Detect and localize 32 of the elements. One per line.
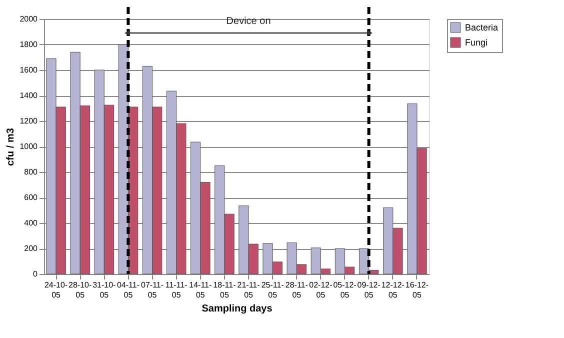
x-tick-label: 09-12-05: [357, 280, 381, 300]
x-tick-label: 02-12-05: [309, 280, 333, 300]
y-tick-label: 0: [33, 270, 38, 278]
x-tick-label: 24-10-05: [44, 280, 68, 300]
x-tick-label: 05-12-05: [333, 280, 357, 300]
y-tick-label: 800: [24, 168, 38, 176]
annotation: Device on: [226, 16, 271, 27]
x-tick-label: 31-10-05: [92, 280, 116, 300]
y-tick-label: 600: [24, 193, 38, 202]
legend-label: Bacteria: [465, 22, 498, 32]
y-tick-label: 1400: [20, 91, 38, 100]
y-axis-title: cfu / m3: [6, 128, 17, 166]
x-tick-label: 25-11-05: [261, 280, 284, 300]
x-tick-label: 14-11-05: [189, 280, 212, 300]
x-tick-label: 04-11-05: [116, 280, 140, 300]
x-tick-label: 28-11-05: [285, 280, 308, 300]
x-axis-title: Sampling days: [202, 304, 273, 314]
y-tick-label: 400: [24, 218, 38, 228]
y-tick-label: 200: [24, 244, 38, 253]
legend-label: Fungi: [465, 38, 488, 48]
x-tick-label: 21-11-05: [237, 280, 260, 300]
x-tick-label: 16-12-05: [405, 280, 429, 300]
x-tick-label: 07-11-05: [141, 280, 164, 300]
x-tick-label: 11-11-05: [165, 280, 188, 300]
y-tick-label: 2000: [20, 14, 38, 24]
x-tick-label: 18-11-05: [213, 280, 236, 300]
y-tick-label: 1200: [20, 116, 38, 126]
x-tick-label: 28-10-05: [68, 280, 92, 300]
y-tick-label: 1000: [20, 142, 38, 151]
x-tick-label: 12-12-05: [381, 280, 405, 300]
y-tick-label: 1800: [20, 40, 38, 49]
y-tick-label: 1600: [20, 66, 38, 74]
